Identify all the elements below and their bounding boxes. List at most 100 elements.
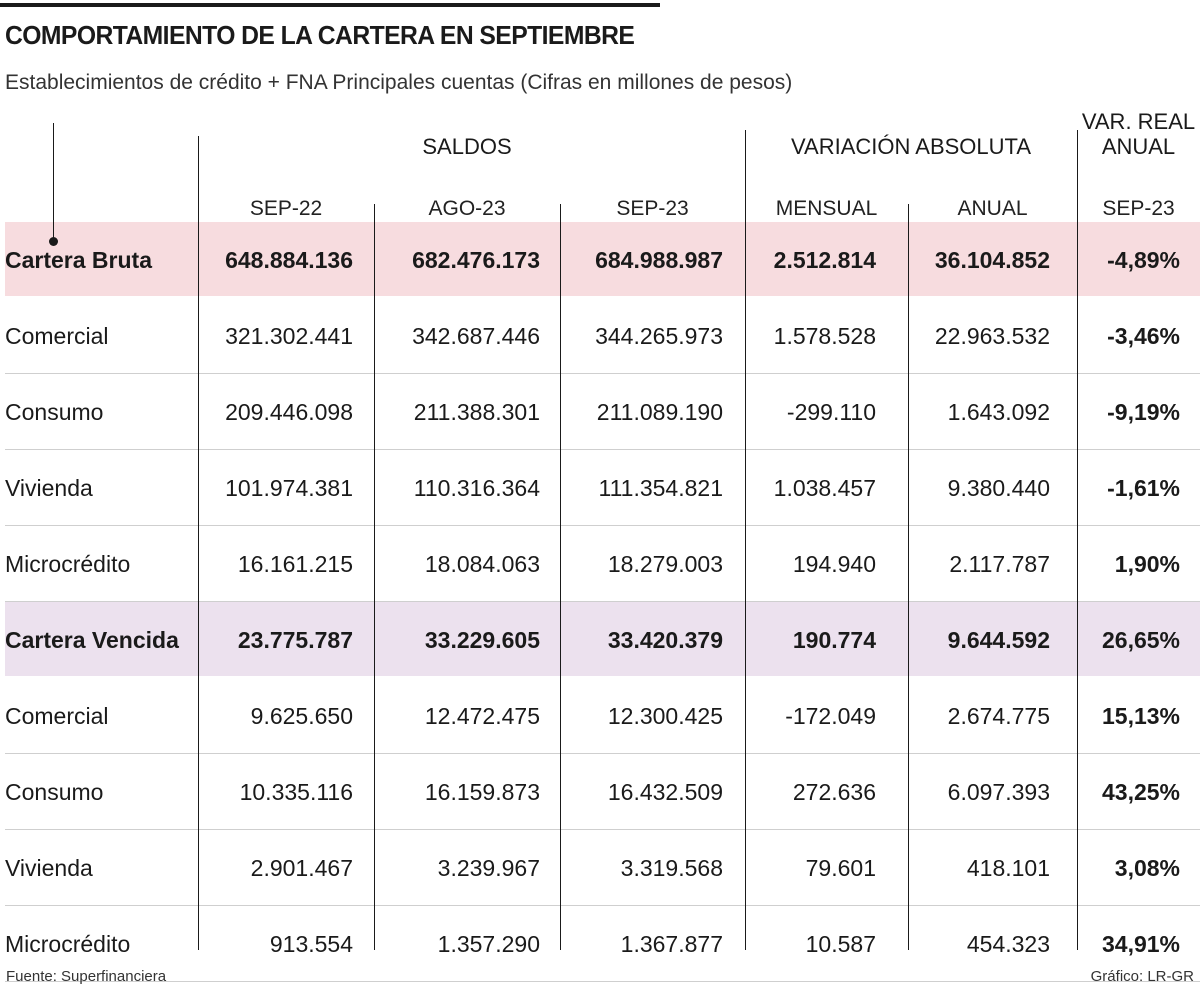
table-cell: 648.884.136 — [225, 247, 353, 273]
real-variation-value: 26,65% — [1101, 627, 1180, 653]
group-header-saldos: SALDOS — [422, 134, 512, 159]
row-label: Vivienda — [5, 475, 93, 501]
table-cell: 36.104.852 — [934, 247, 1050, 273]
table-cell: 23.775.787 — [237, 627, 353, 653]
table-cell: 10.587 — [805, 931, 876, 957]
table-cell: 33.420.379 — [607, 627, 723, 653]
table-cell: 110.316.364 — [413, 475, 540, 501]
table-cell: 3.319.568 — [620, 855, 723, 881]
table-cell: 1.038.457 — [773, 475, 876, 501]
real-variation-value: -4,89% — [1107, 247, 1180, 273]
table-cell: 682.476.173 — [412, 247, 540, 273]
table-row: Vivienda 101.974.381 110.316.364 111.354.82… — [5, 450, 1200, 526]
group-header-variacion: VARIACIÓN ABSOLUTA — [790, 134, 1032, 159]
table-cell: 9.644.592 — [947, 627, 1050, 653]
table-cell: 101.974.381 — [225, 475, 353, 501]
table-cell: 418.101 — [966, 855, 1050, 881]
real-variation-value: 15,13% — [1101, 703, 1180, 729]
real-variation-value: -1,61% — [1107, 475, 1180, 501]
table-cell: 12.472.475 — [424, 703, 540, 729]
row-label: Vivienda — [5, 855, 93, 881]
real-variation-value: -3,46% — [1107, 323, 1180, 349]
divider-label-saldos — [198, 136, 199, 950]
table-cell: 16.159.873 — [424, 779, 540, 805]
table-cell: 9.625.650 — [250, 703, 353, 729]
table-row: Cartera Vencida 23.775.787 33.229.605 33.42… — [5, 602, 1200, 678]
table-cell: 211.089.190 — [596, 399, 723, 425]
table-cell: -172.049 — [785, 703, 876, 729]
table-cell: 3.239.967 — [437, 855, 540, 881]
table-cell: 1.367.877 — [620, 931, 723, 957]
real-variation-value: 1,90% — [1114, 551, 1180, 577]
table-cell: 2.901.467 — [250, 855, 353, 881]
col-header-mensual: MENSUAL — [775, 197, 878, 220]
divider-ago23-sep23 — [560, 204, 561, 950]
table-cell: 342.687.446 — [412, 323, 540, 349]
table-row: Cartera Bruta 648.884.136 682.476.173 684.9… — [5, 222, 1200, 298]
table-cell: 18.084.063 — [424, 551, 540, 577]
row-label: Consumo — [5, 779, 104, 805]
row-label: Comercial — [5, 703, 109, 729]
table-cell: 194.940 — [792, 551, 876, 577]
divider-saldos-variacion — [745, 130, 746, 950]
group-header-var-real-line1: VAR. REAL — [1081, 109, 1196, 134]
table-cell: 9.380.440 — [947, 475, 1050, 501]
table-row: Consumo 209.446.098 211.388.301 211.089.190… — [5, 374, 1200, 450]
table-cell: 190.774 — [792, 627, 876, 653]
table-row: Comercial 321.302.441 342.687.446 344.265.9… — [5, 298, 1200, 374]
table-cell: 10.335.116 — [239, 779, 353, 805]
table-cell: 344.265.973 — [595, 323, 723, 349]
table-cell: 454.323 — [966, 931, 1050, 957]
divider-mensual-anual — [908, 204, 909, 950]
source-note: Fuente: Superfinanciera — [6, 968, 167, 985]
table-cell: 16.432.509 — [607, 779, 723, 805]
col-header-anual: ANUAL — [957, 197, 1028, 220]
col-header-sep22: SEP-22 — [249, 197, 323, 220]
real-variation-value: 3,08% — [1114, 855, 1180, 881]
real-variation-value: 43,25% — [1101, 779, 1180, 805]
table-cell: 913.554 — [269, 931, 353, 957]
table-cell: 111.354.821 — [598, 475, 724, 501]
row-label: Microcrédito — [5, 551, 131, 577]
real-variation-value: 34,91% — [1101, 931, 1180, 957]
graphic-credit: Gráfico: LR-GR — [1090, 968, 1194, 985]
table-cell: -299.110 — [786, 399, 876, 425]
table-cell: 22.963.532 — [934, 323, 1050, 349]
table-row: Comercial 9.625.650 12.472.475 12.300.425 -1… — [5, 678, 1200, 754]
table-cell: 6.097.393 — [947, 779, 1050, 805]
top-rule — [0, 3, 660, 7]
table-cell: 2.674.775 — [947, 703, 1050, 729]
row-label: Cartera Bruta — [5, 247, 152, 273]
table-cell: 209.446.098 — [225, 399, 353, 425]
table-cell: 2.512.814 — [773, 247, 876, 273]
table-cell: 272.636 — [792, 779, 876, 805]
table-cell: 1.643.092 — [947, 399, 1050, 425]
table-cell: 33.229.605 — [424, 627, 540, 653]
table-row: Vivienda 2.901.467 3.239.967 3.319.568 79.60… — [5, 830, 1200, 906]
table-cell: 1.578.528 — [773, 323, 876, 349]
table-cell: 2.117.787 — [949, 551, 1050, 577]
row-label: Cartera Vencida — [5, 627, 179, 653]
table-cell: 211.388.301 — [413, 399, 540, 425]
table-row: Consumo 10.335.116 16.159.873 16.432.509 272… — [5, 754, 1200, 830]
row-label: Consumo — [5, 399, 104, 425]
divider-sep22-ago23 — [374, 204, 375, 950]
table-cell: 1.357.290 — [437, 931, 540, 957]
table-row: Microcrédito 16.161.215 18.084.063 18.279.0… — [5, 526, 1200, 602]
chart-subtitle: Establecimientos de crédito + FNA Princi… — [5, 71, 793, 94]
table-cell: 12.300.425 — [607, 703, 723, 729]
table-cell: 321.302.441 — [225, 323, 353, 349]
pointer-line — [53, 123, 54, 241]
table-cell: 18.279.003 — [607, 551, 723, 577]
table-row: Microcrédito 913.554 1.357.290 1.367.877 10.… — [5, 906, 1200, 982]
table-cell: 16.161.215 — [237, 551, 353, 577]
group-header-var-real-line2: ANUAL — [1101, 134, 1176, 159]
table-cell: 79.601 — [805, 855, 876, 881]
col-header-var-sep23: SEP-23 — [1102, 197, 1175, 220]
pointer-dot — [49, 237, 58, 246]
row-label: Comercial — [5, 323, 109, 349]
col-header-sep23: SEP-23 — [616, 197, 689, 220]
divider-variacion-var-real — [1077, 130, 1078, 950]
chart-title: COMPORTAMIENTO DE LA CARTERA EN SEPTIEMB… — [5, 20, 635, 50]
col-header-ago23: AGO-23 — [428, 197, 506, 220]
